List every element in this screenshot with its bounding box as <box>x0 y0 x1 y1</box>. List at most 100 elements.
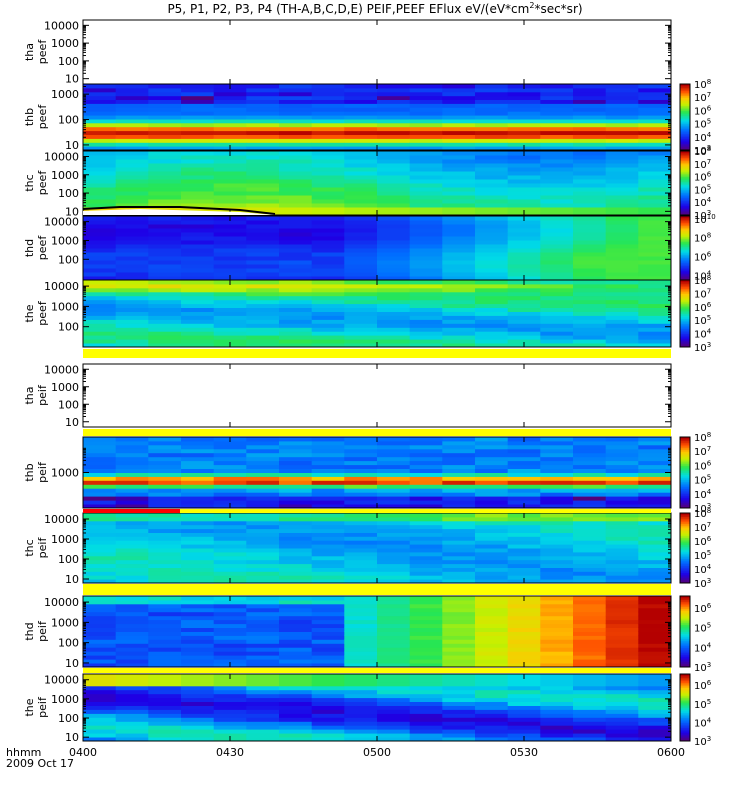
heatmap-cell <box>507 659 541 664</box>
heatmap-cell <box>181 256 215 261</box>
heatmap-cell <box>409 216 443 221</box>
heatmap-cell <box>311 452 345 458</box>
heatmap-cell <box>605 252 639 257</box>
heatmap-cell <box>442 472 476 477</box>
heatmap-cell <box>605 488 639 493</box>
colorbar-tick-label: 103 <box>694 341 711 354</box>
heatmap-cell <box>638 87 672 93</box>
heatmap-cell <box>573 500 607 505</box>
heatmap-cell <box>148 323 182 328</box>
heatmap-cell <box>181 639 215 644</box>
heatmap-cell <box>279 685 313 691</box>
colorbar-swatch <box>680 165 690 168</box>
heatmap-cell <box>507 175 541 180</box>
heatmap-cell <box>181 440 215 446</box>
heatmap-cell <box>148 544 182 549</box>
heatmap-cell <box>605 207 639 212</box>
colorbar-swatch <box>680 168 690 171</box>
colorbar-swatch <box>680 136 690 139</box>
heatmap-cell <box>442 134 476 139</box>
heatmap-cell <box>83 339 117 344</box>
heatmap-cell <box>279 440 313 446</box>
heatmap-cell <box>83 244 117 249</box>
heatmap-cell <box>344 571 378 576</box>
heatmap-cell <box>475 146 509 151</box>
heatmap-cell <box>442 639 476 644</box>
heatmap-cell <box>638 99 672 104</box>
heatmap-cell <box>83 705 117 710</box>
heatmap-cell <box>148 203 182 208</box>
heatmap-cell <box>573 207 607 212</box>
heatmap-cell <box>442 596 476 601</box>
heatmap-cell <box>475 596 509 601</box>
heatmap-cell <box>279 559 313 565</box>
heatmap-cell <box>573 167 607 172</box>
heatmap-cell <box>409 659 443 664</box>
heatmap-cell <box>573 559 607 565</box>
heatmap-cell <box>181 555 215 561</box>
heatmap-cell <box>638 651 672 656</box>
colorbar-swatch <box>680 551 690 554</box>
heatmap-cell <box>605 520 639 526</box>
heatmap-cell <box>377 283 411 289</box>
colorbar-swatch <box>680 479 690 482</box>
heatmap-cell <box>475 524 509 530</box>
heatmap-cell <box>213 460 247 466</box>
heatmap-cell <box>540 283 574 289</box>
heatmap-cell <box>475 232 509 237</box>
heatmap-cell <box>573 115 607 120</box>
heatmap-cell <box>638 130 672 135</box>
heatmap-cell <box>605 224 639 229</box>
heatmap-cell <box>213 635 247 640</box>
heatmap-cell <box>442 199 476 204</box>
heatmap-cell <box>475 183 509 188</box>
heatmap-cell <box>475 142 509 147</box>
colorbar-swatch <box>680 601 690 604</box>
heatmap-cell <box>344 171 378 176</box>
colorbar-tick-label: 104 <box>694 641 712 654</box>
heatmap-cell <box>377 697 411 702</box>
heatmap-cell <box>605 492 639 497</box>
heatmap-cell <box>409 187 443 192</box>
heatmap-cell <box>83 444 117 450</box>
heatmap-cell <box>246 122 280 128</box>
heatmap-cell <box>213 260 247 265</box>
heatmap-cell <box>605 709 639 714</box>
heatmap-cell <box>181 448 215 454</box>
heatmap-cell <box>507 335 541 340</box>
heatmap-cell <box>377 99 411 104</box>
heatmap-cell <box>279 551 313 557</box>
heatmap-cell <box>213 603 247 609</box>
heatmap-cell <box>279 635 313 640</box>
heatmap-cell <box>115 95 149 100</box>
colorbar-swatch <box>680 325 690 328</box>
heatmap-cell <box>638 183 672 188</box>
heatmap-cell <box>442 323 476 328</box>
heatmap-cell <box>409 643 443 648</box>
heatmap-cell <box>377 256 411 261</box>
heatmap-cell <box>507 99 541 104</box>
heatmap-cell <box>573 631 607 636</box>
heatmap-cell <box>573 339 607 344</box>
heatmap-cell <box>83 476 117 481</box>
heatmap-cell <box>213 91 247 97</box>
heatmap-cell <box>507 448 541 454</box>
heatmap-cell <box>213 339 247 344</box>
heatmap-cell <box>442 444 476 450</box>
heatmap-cell <box>181 524 215 530</box>
heatmap-cell <box>148 331 182 336</box>
heatmap-cell <box>540 167 574 172</box>
heatmap-cell <box>181 472 215 477</box>
heatmap-cell <box>279 220 313 225</box>
heatmap-cell <box>213 484 247 489</box>
heatmap-cell <box>181 677 215 683</box>
heatmap-cell <box>311 540 345 545</box>
heatmap-cell <box>83 635 117 640</box>
heatmap-cell <box>507 500 541 505</box>
heatmap-cell <box>311 492 345 497</box>
heatmap-cell <box>377 307 411 312</box>
heatmap-cell <box>213 623 247 628</box>
heatmap-cell <box>475 520 509 526</box>
colorbar-swatch <box>680 680 690 683</box>
heatmap-cell <box>475 236 509 241</box>
